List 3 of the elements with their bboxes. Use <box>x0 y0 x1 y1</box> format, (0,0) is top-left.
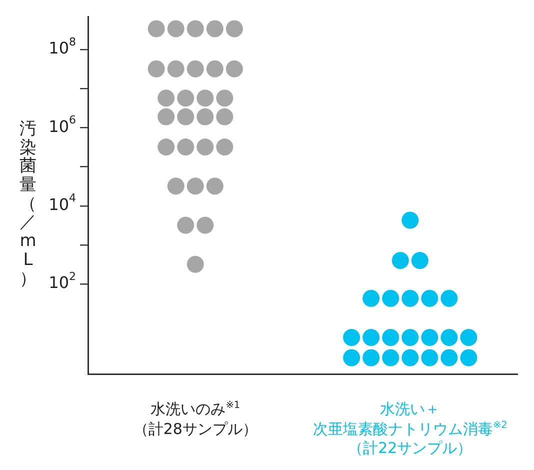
x-tick-label: 水洗いのみ$^{※1}$（計28サンプル） <box>132 400 258 439</box>
category-label: 水洗い＋次亜塩素酸ナトリウム消毒$^{※2}$（計22サンプル） <box>312 400 508 457</box>
text: 汚染菌量（／mL） <box>20 119 36 288</box>
